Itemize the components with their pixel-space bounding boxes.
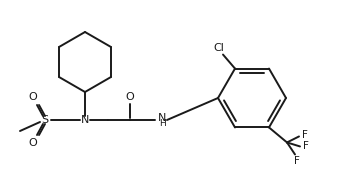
Text: H: H xyxy=(159,119,165,129)
Text: O: O xyxy=(29,92,37,102)
Text: F: F xyxy=(294,157,300,166)
Text: N: N xyxy=(158,113,166,123)
Text: F: F xyxy=(302,130,308,141)
Text: F: F xyxy=(303,141,309,152)
Text: O: O xyxy=(29,138,37,148)
Text: N: N xyxy=(81,115,89,125)
Text: S: S xyxy=(42,115,49,125)
Text: Cl: Cl xyxy=(214,42,224,52)
Text: O: O xyxy=(126,92,134,102)
